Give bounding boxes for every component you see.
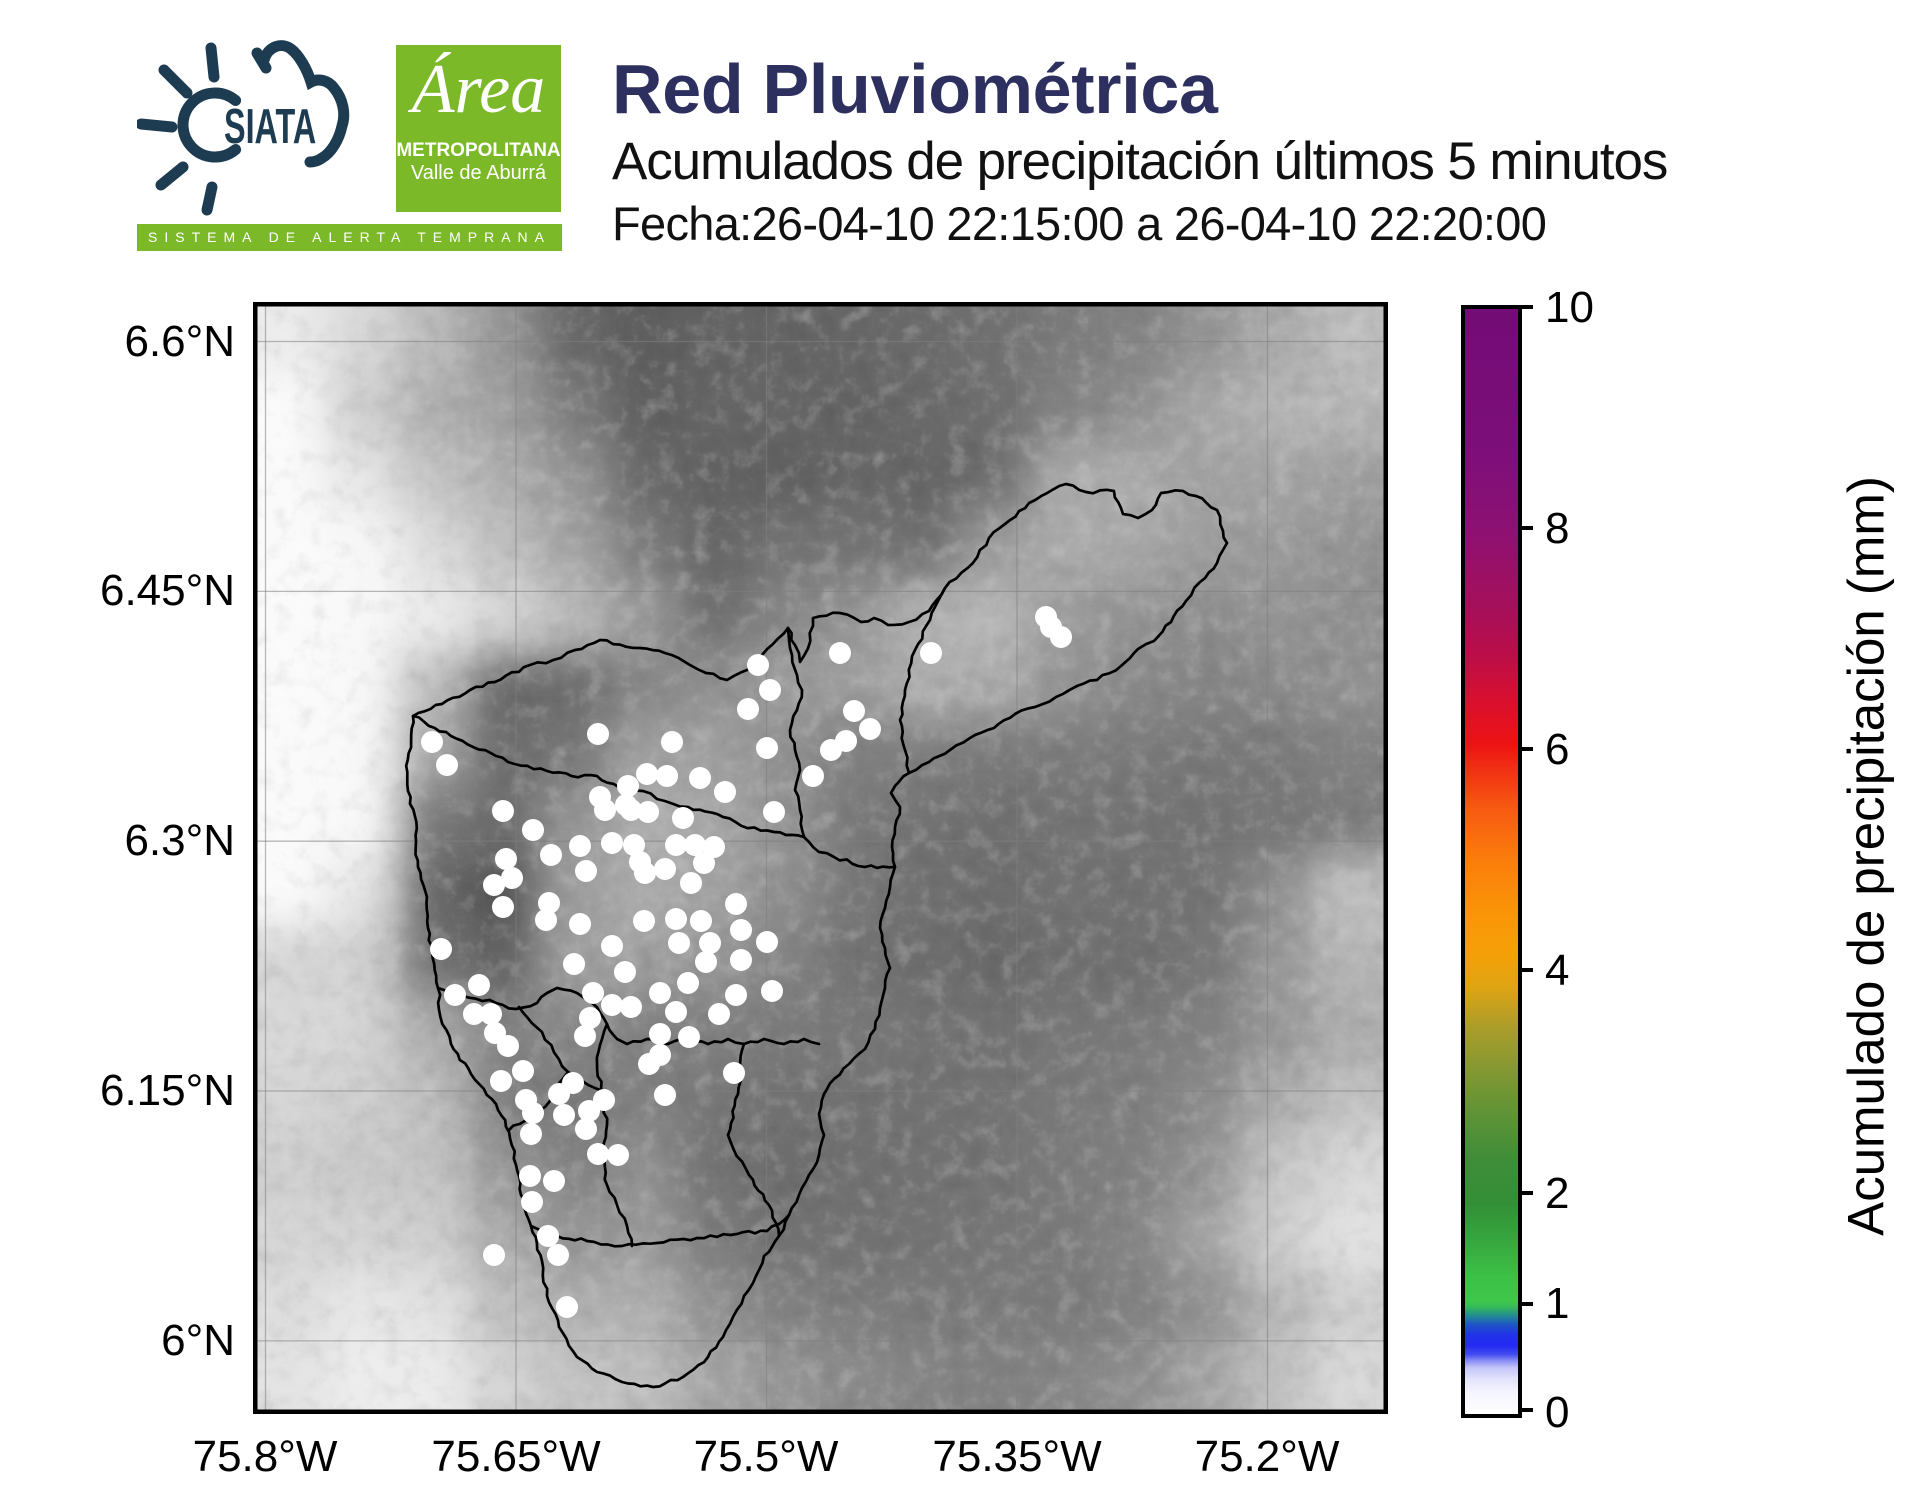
svg-text:SIATA: SIATA bbox=[224, 98, 316, 153]
